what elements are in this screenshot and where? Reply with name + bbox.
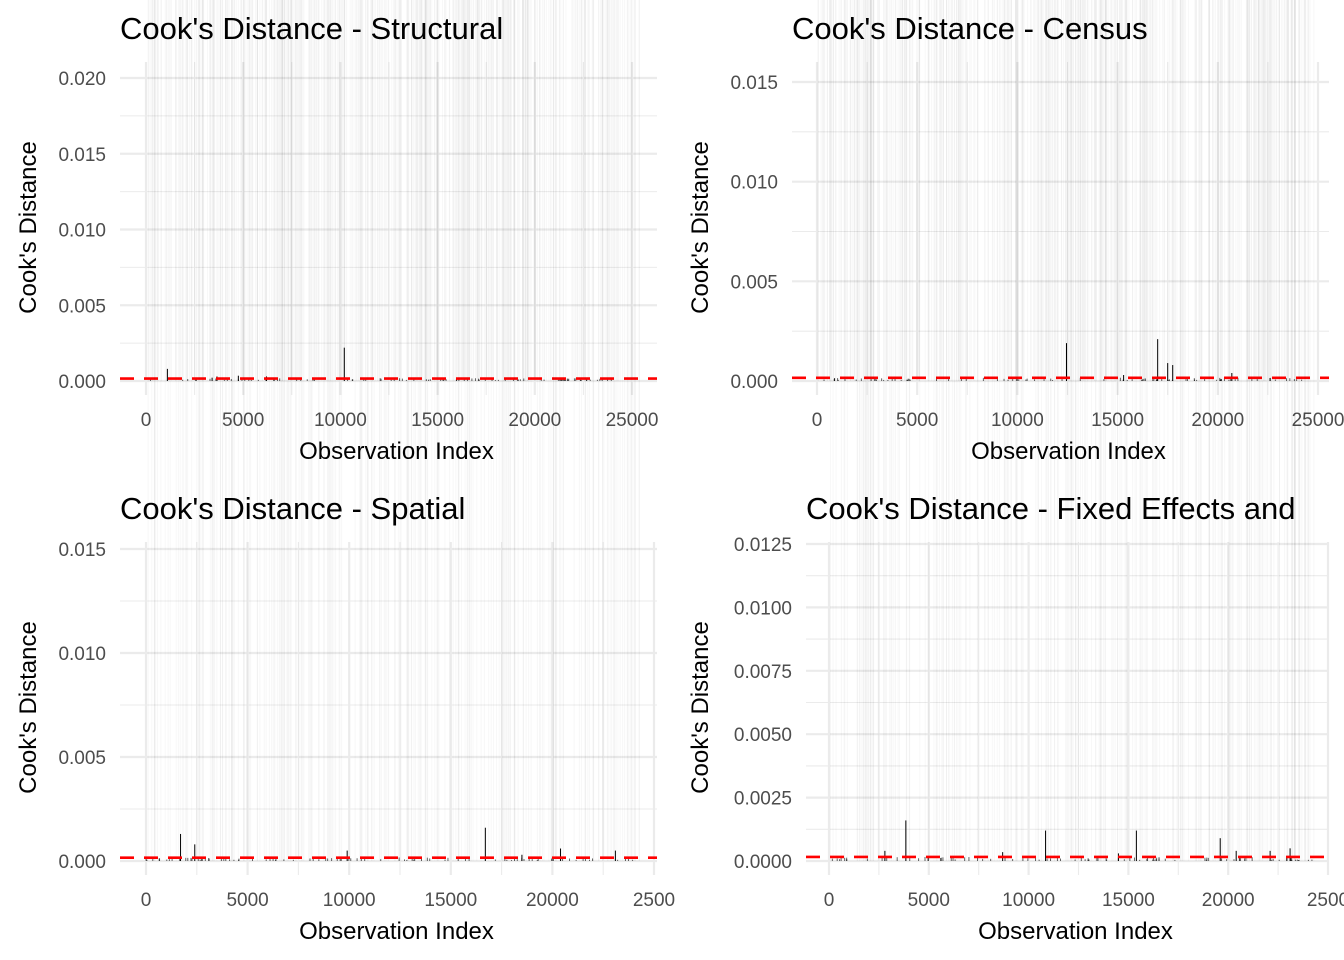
x-tick-label: 15000	[1091, 410, 1144, 431]
x-tick-label: 15000	[411, 410, 464, 431]
x-tick-label: 5000	[896, 410, 938, 431]
x-tick-label: 10000	[323, 890, 376, 911]
grid	[120, 542, 657, 875]
y-tick-label: 0.0100	[734, 598, 792, 619]
x-tick-label: 25000	[1292, 410, 1344, 431]
y-tick-label: 0.000	[58, 372, 106, 393]
panel-title: Cook's Distance - Fixed Effects and	[806, 491, 1296, 526]
x-tick-label: 20000	[508, 410, 561, 431]
observation-segments	[145, 857, 634, 861]
panel-1: 0.000 0.005 0.010 0.015 0.020 0 5000 10000 15000…	[15, 11, 659, 465]
panel-title: Cook's Distance - Structural	[120, 11, 503, 46]
y-tick-label: 0.005	[730, 272, 778, 293]
y-axis-title: Cook's Distance	[15, 621, 42, 794]
x-axis-title: Observation Index	[971, 438, 1166, 465]
y-tick-label: 0.020	[58, 69, 106, 90]
x-tick-label: 2500	[633, 890, 675, 911]
panel-3: 0.000 0.005 0.010 0.015 0 5000 10000 15000 20000…	[15, 491, 675, 945]
x-tick-label: 5000	[226, 890, 268, 911]
x-tick-label: 20000	[1191, 410, 1244, 431]
y-tick-label: 0.005	[58, 748, 106, 769]
x-tick-label: 10000	[991, 410, 1044, 431]
x-tick-label: 0	[141, 410, 152, 431]
observation-segments	[149, 378, 612, 381]
x-tick-label: 15000	[1102, 890, 1155, 911]
panel-title: Cook's Distance - Census	[792, 11, 1148, 46]
notable-spikes	[1065, 339, 1233, 381]
y-tick-label: 0.000	[730, 372, 778, 393]
x-tick-label: 0	[141, 890, 152, 911]
x-tick-label: 15000	[424, 890, 477, 911]
y-tick-label: 0.000	[58, 852, 106, 873]
y-tick-label: 0.0025	[734, 789, 792, 810]
y-tick-label: 0.010	[730, 173, 778, 194]
y-tick-label: 0.005	[58, 296, 106, 317]
panel-4: 0.0000 0.0025 0.0050 0.0075 0.0100 0.0125 0 500…	[687, 491, 1344, 945]
y-axis-title: Cook's Distance	[687, 141, 714, 314]
y-tick-label: 0.0075	[734, 662, 792, 683]
y-tick-label: 0.015	[58, 540, 106, 561]
x-axis-title: Observation Index	[978, 918, 1173, 945]
x-tick-label: 25000	[606, 410, 659, 431]
y-axis-title: Cook's Distance	[687, 621, 714, 794]
panel-2: 0.000 0.005 0.010 0.015 0 5000 10000 15000 20000…	[687, 11, 1344, 465]
y-tick-label: 0.015	[58, 145, 106, 166]
grid	[120, 62, 657, 395]
x-tick-label: 5000	[222, 410, 264, 431]
x-axis-title: Observation Index	[299, 438, 494, 465]
y-tick-label: 0.0000	[734, 852, 792, 873]
y-tick-label: 0.010	[58, 644, 106, 665]
x-tick-label: 20000	[526, 890, 579, 911]
x-tick-label: 10000	[314, 410, 367, 431]
x-tick-label: 0	[824, 890, 835, 911]
y-axis-title: Cook's Distance	[15, 141, 42, 314]
panel-title: Cook's Distance - Spatial	[120, 491, 465, 526]
y-tick-label: 0.0050	[734, 725, 792, 746]
x-tick-label: 0	[812, 410, 823, 431]
x-tick-label: 5000	[908, 890, 950, 911]
x-tick-label: 2500	[1307, 890, 1344, 911]
grid	[806, 542, 1330, 875]
x-axis-title: Observation Index	[299, 918, 494, 945]
x-tick-label: 20000	[1202, 890, 1255, 911]
y-tick-label: 0.0125	[734, 535, 792, 556]
grid	[792, 62, 1329, 395]
y-tick-label: 0.010	[58, 221, 106, 242]
x-tick-label: 10000	[1002, 890, 1055, 911]
y-tick-label: 0.015	[730, 73, 778, 94]
